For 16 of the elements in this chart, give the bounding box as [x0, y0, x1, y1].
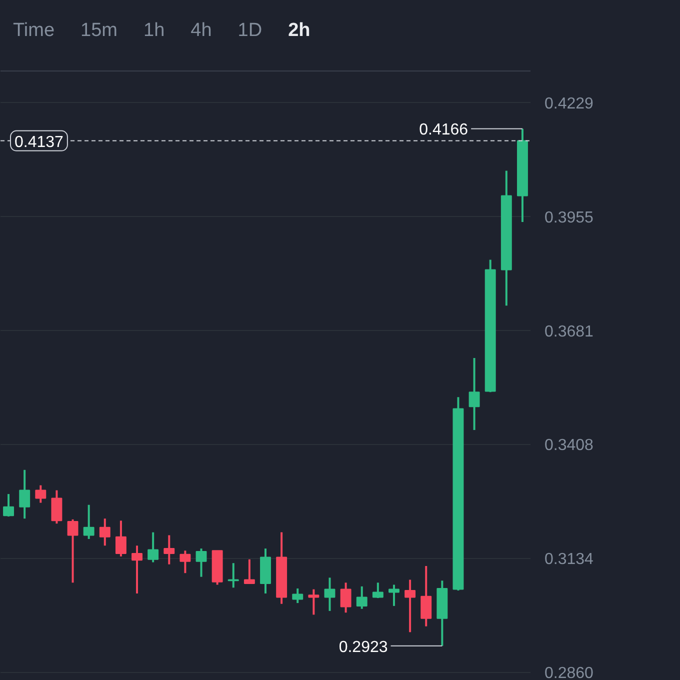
ref-line-label: 0.4137 — [14, 134, 64, 151]
text: 1D — [238, 20, 262, 41]
text: 15m — [80, 20, 118, 41]
annotation: 0.2923 — [338, 638, 388, 656]
y-tick-label: 0.2860 — [544, 665, 594, 680]
annotation: 0.4166 — [419, 122, 468, 139]
y-tick-label: 0.4229 — [544, 96, 594, 113]
y-tick-label: 0.3408 — [544, 437, 594, 454]
y-tick-label: 0.3955 — [544, 210, 594, 227]
candlestick — [228, 562, 239, 589]
text: 2h — [288, 20, 310, 41]
text: 1h — [144, 20, 165, 41]
text: Time — [13, 20, 55, 41]
y-tick-label: 0.3681 — [544, 324, 594, 341]
text: 4h — [190, 20, 212, 41]
y-tick-label: 0.3134 — [544, 551, 594, 568]
